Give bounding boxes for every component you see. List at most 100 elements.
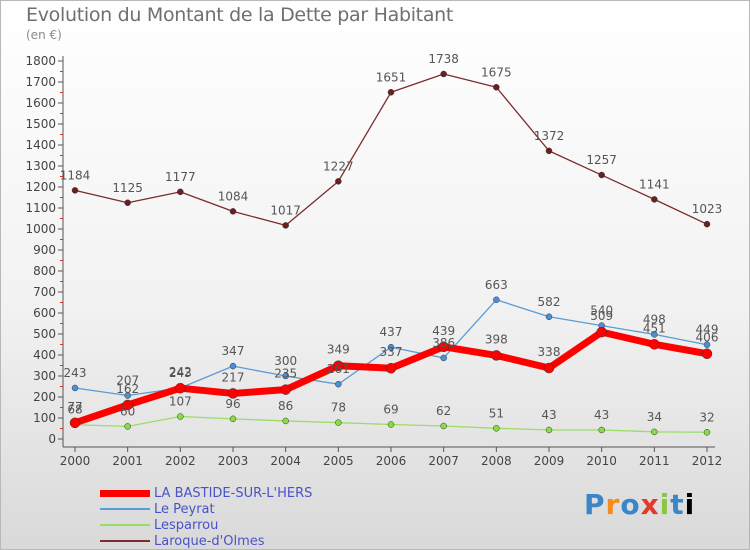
data-label: 300 — [274, 354, 297, 368]
data-label: 78 — [331, 401, 346, 415]
x-tick-label: 2006 — [376, 454, 407, 468]
data-label: 1017 — [270, 203, 301, 217]
brand-letter: o — [620, 488, 641, 521]
brand-letter: t — [670, 488, 685, 521]
data-point — [545, 147, 553, 155]
chart-subtitle: (en €) — [26, 28, 62, 42]
brand-letter: r — [605, 488, 621, 521]
data-point — [71, 384, 79, 392]
data-point — [124, 199, 131, 206]
data-point — [440, 70, 447, 78]
data-label: 451 — [643, 321, 666, 335]
data-point — [387, 421, 395, 428]
chart-title: Evolution du Montant de la Dette par Hab… — [26, 4, 454, 26]
data-label: 1372 — [534, 129, 565, 143]
data-point — [701, 348, 713, 359]
data-point — [438, 341, 449, 353]
data-point — [124, 392, 131, 399]
data-labels-layer: 1184 1125 1177 1084 1017 1227 1651 1738 1675 1372… — [60, 52, 723, 424]
data-point — [703, 220, 711, 228]
x-tick-label: 2011 — [639, 454, 670, 468]
brand-letter: i — [684, 488, 696, 521]
y-tick-label: 1100 — [25, 201, 56, 215]
data-label: 1184 — [60, 168, 91, 182]
data-label: 663 — [485, 278, 508, 292]
x-tick-label: 2004 — [270, 454, 301, 468]
x-tick-label: 2012 — [692, 454, 723, 468]
data-label: 107 — [169, 395, 192, 409]
legend-label: Le Peyrat — [154, 501, 215, 517]
data-label: 1651 — [376, 70, 407, 84]
data-label: 51 — [489, 406, 504, 420]
y-tick-label: 0 — [48, 432, 56, 446]
data-point — [545, 426, 553, 434]
data-point — [596, 326, 607, 338]
data-label: 449 — [696, 323, 719, 337]
x-tick-label: 2003 — [218, 454, 249, 468]
data-point — [333, 360, 344, 371]
data-point — [280, 384, 291, 395]
data-point — [387, 343, 395, 351]
y-tick-label: 400 — [33, 348, 56, 362]
y-tick-label: 1000 — [25, 222, 56, 236]
y-tick-label: 1400 — [25, 138, 56, 152]
data-point — [440, 422, 447, 430]
data-label: 43 — [594, 408, 609, 422]
data-point — [124, 423, 131, 430]
data-point — [598, 171, 605, 179]
data-point — [227, 388, 239, 399]
data-label: 217 — [222, 370, 245, 384]
data-label: 1738 — [428, 52, 459, 66]
brand-letter: x — [640, 488, 660, 521]
data-point — [177, 413, 184, 420]
y-tick-label: 800 — [33, 264, 56, 278]
data-point — [440, 354, 447, 362]
legend-item: LA BASTIDE-SUR-L'HERS — [100, 485, 312, 501]
data-label: 1257 — [586, 153, 617, 167]
data-point — [649, 339, 660, 350]
data-label: 86 — [278, 399, 293, 413]
data-label: 398 — [485, 332, 508, 346]
data-point — [598, 426, 605, 434]
data-point — [651, 428, 658, 436]
data-point — [229, 208, 237, 215]
data-label: 242 — [169, 365, 192, 379]
data-label: 439 — [432, 324, 455, 338]
series-line — [74, 73, 708, 227]
data-point — [543, 362, 555, 374]
legend: LA BASTIDE-SUR-L'HERS Le Peyrat Lesparrou L… — [100, 485, 312, 549]
legend-item: Lesparrou — [100, 517, 312, 533]
data-label: 162 — [116, 382, 139, 396]
data-label: 62 — [436, 404, 451, 418]
data-label: 69 — [383, 403, 398, 417]
data-label: 1125 — [112, 181, 143, 195]
data-label: 1141 — [639, 177, 670, 191]
data-label: 77 — [67, 400, 82, 414]
data-label: 437 — [380, 325, 403, 339]
data-point — [177, 188, 184, 196]
data-label: 498 — [643, 312, 666, 326]
data-label: 207 — [116, 374, 139, 388]
data-label: 68 — [67, 403, 82, 417]
data-point — [71, 187, 79, 194]
legend-label: LA BASTIDE-SUR-L'HERS — [154, 485, 313, 501]
data-label: 1084 — [218, 189, 249, 203]
x-tick-label: 2005 — [323, 454, 354, 468]
y-tick-label: 700 — [33, 285, 56, 299]
data-label: 349 — [327, 343, 350, 357]
data-label: 60 — [120, 404, 135, 418]
y-tick-label: 1300 — [25, 159, 56, 173]
data-point — [335, 380, 342, 388]
y-tick-label: 1800 — [25, 54, 56, 68]
data-point — [703, 429, 711, 436]
data-label: 1023 — [692, 202, 723, 216]
brand-logo: Proxiti — [584, 488, 695, 521]
data-label: 582 — [538, 295, 561, 309]
y-tick-label: 1700 — [25, 75, 56, 89]
x-tick-label: 2000 — [60, 454, 91, 468]
data-label: 1177 — [165, 170, 196, 184]
legend-item: Laroque-d'Olmes — [100, 533, 312, 549]
legend-item: Le Peyrat — [100, 501, 312, 517]
